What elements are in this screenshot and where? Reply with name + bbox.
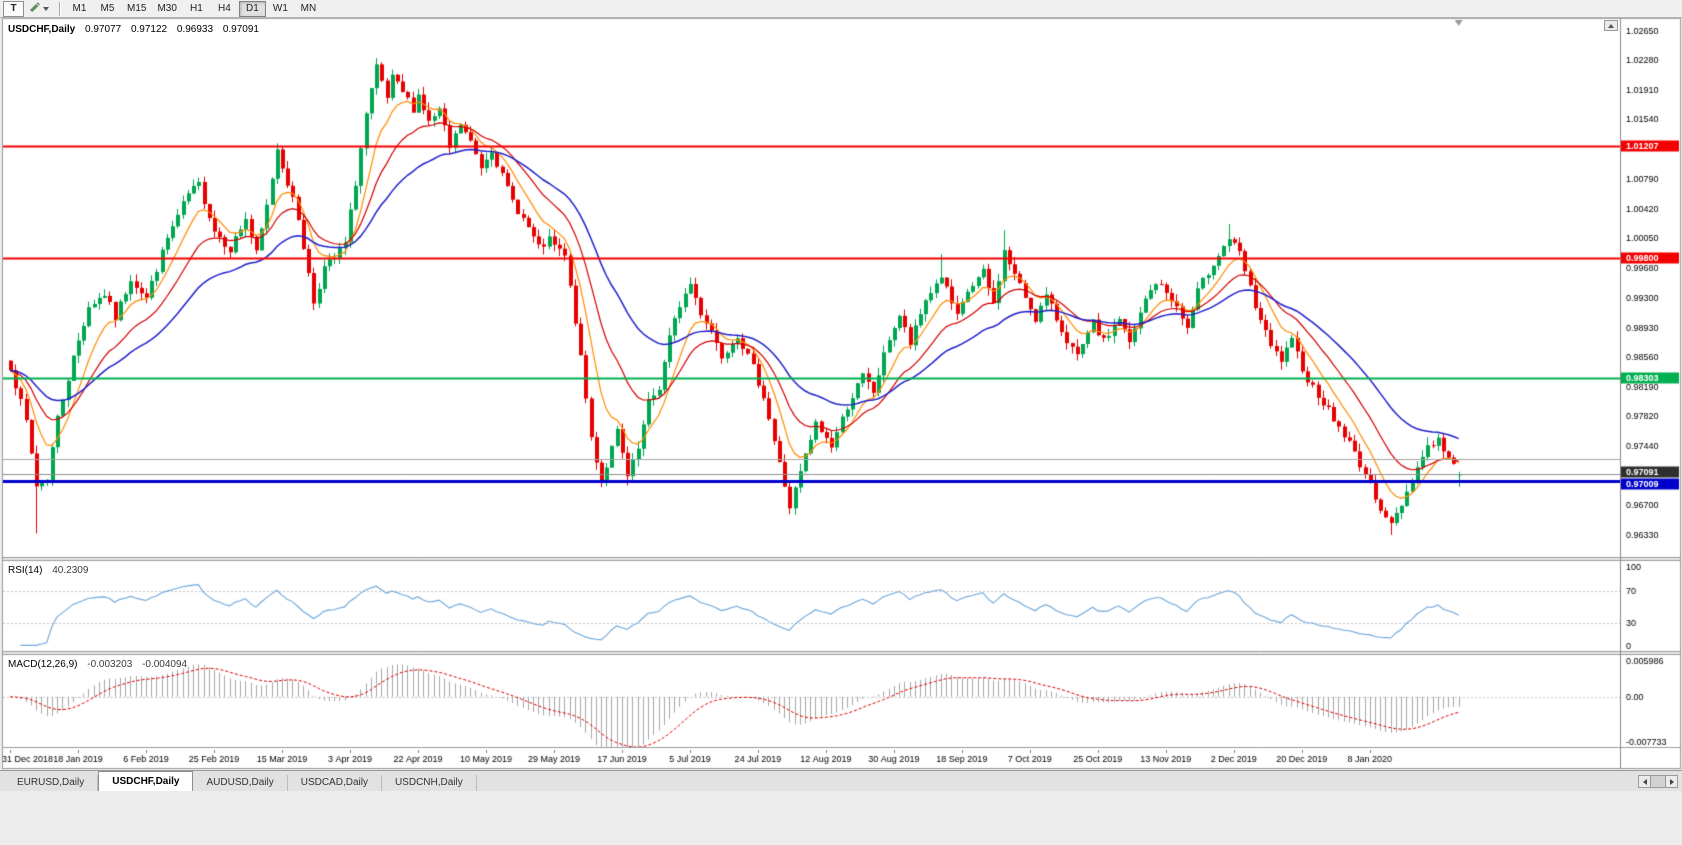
macd-name: MACD(12,26,9) bbox=[8, 659, 78, 670]
tab-scrollbar bbox=[1638, 775, 1678, 788]
template-button-label: T bbox=[10, 3, 17, 14]
timeframe-mn-button[interactable]: MN bbox=[300, 2, 317, 14]
triangle-up-icon bbox=[1608, 23, 1614, 28]
tab-scroll-thumb[interactable] bbox=[1651, 775, 1665, 788]
chart-tab-eurusd[interactable]: EURUSD,Daily bbox=[4, 775, 99, 791]
tab-scroll-left-button[interactable] bbox=[1638, 775, 1651, 788]
timeframe-m15-button[interactable]: M15 bbox=[127, 2, 147, 14]
timeframe-d1-button[interactable]: D1 bbox=[238, 0, 266, 17]
timeframe-m1-button[interactable]: M1 bbox=[72, 2, 87, 14]
toolbar-separator bbox=[59, 1, 61, 16]
chevron-down-icon bbox=[43, 6, 49, 11]
chart-tab-bar: EURUSD,Daily USDCHF,Daily AUDUSD,Daily USDC… bbox=[0, 770, 1682, 791]
chart-scroll-button[interactable] bbox=[1604, 20, 1618, 31]
macd-indicator-label: MACD(12,26,9) -0.003203 -0.004094 bbox=[8, 659, 187, 670]
ohlc-high: 0.97122 bbox=[130, 24, 168, 35]
rsi-name: RSI(14) bbox=[8, 565, 43, 576]
timeframe-m30-button[interactable]: M30 bbox=[157, 2, 177, 14]
rsi-indicator-label: RSI(14) 40.2309 bbox=[8, 565, 88, 576]
toolbar: T M1 M5 M15 M30 H1 H4 D1 W1 MN bbox=[0, 0, 1682, 18]
macd-main-value: -0.003203 bbox=[87, 659, 133, 670]
template-button[interactable]: T bbox=[3, 0, 24, 17]
macd-signal-value: -0.004094 bbox=[142, 659, 188, 670]
triangle-right-icon bbox=[1669, 778, 1674, 785]
timeframe-h4-button[interactable]: H4 bbox=[218, 2, 231, 14]
timeframe-m5-button[interactable]: M5 bbox=[100, 2, 115, 14]
ohlc-open: 0.97077 bbox=[85, 24, 122, 35]
rsi-value: 40.2309 bbox=[52, 565, 89, 576]
pencil-icon bbox=[29, 1, 40, 16]
ohlc-close: 0.97091 bbox=[222, 24, 259, 35]
timeframe-w1-button[interactable]: W1 bbox=[272, 2, 288, 14]
chart-tab-usdchf[interactable]: USDCHF,Daily bbox=[98, 771, 194, 791]
timeframe-h1-button[interactable]: H1 bbox=[190, 2, 203, 14]
chart-symbol-label: USDCHF,Daily bbox=[8, 24, 76, 35]
chart-tab-usdcnh[interactable]: USDCNH,Daily bbox=[381, 775, 477, 791]
chart-tab-usdcad[interactable]: USDCAD,Daily bbox=[287, 775, 382, 791]
chart-tab-audusd[interactable]: AUDUSD,Daily bbox=[193, 775, 288, 791]
chart-ohlc-title: USDCHF,Daily 0.97077 0.97122 0.96933 0.9… bbox=[8, 24, 259, 35]
chart-tabs: EURUSD,Daily USDCHF,Daily AUDUSD,Daily USDC… bbox=[0, 771, 477, 791]
ohlc-low: 0.96933 bbox=[176, 24, 214, 35]
tab-scroll-right-button[interactable] bbox=[1665, 775, 1678, 788]
triangle-left-icon bbox=[1642, 778, 1647, 785]
draw-tool-button[interactable] bbox=[26, 1, 52, 17]
timeframe-group: M1 M5 M15 M30 H1 H4 D1 W1 MN bbox=[66, 0, 323, 17]
